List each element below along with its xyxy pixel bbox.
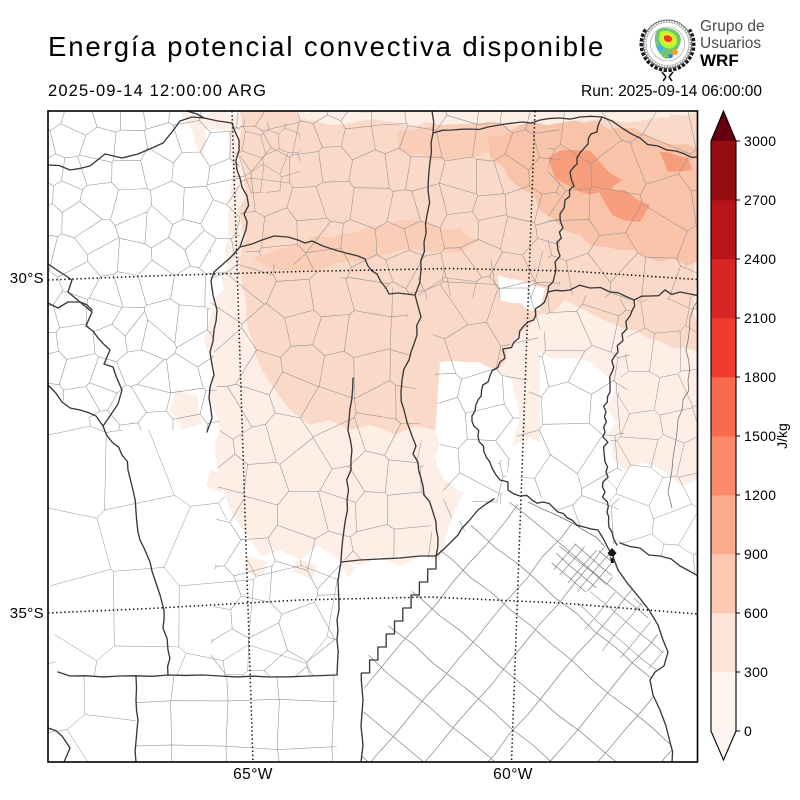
svg-text:60°W: 60°W xyxy=(493,766,533,783)
svg-text:J/kg: J/kg xyxy=(774,423,790,449)
svg-text:35°S: 35°S xyxy=(10,605,44,622)
svg-text:1500: 1500 xyxy=(744,428,776,444)
svg-text:1800: 1800 xyxy=(744,369,776,385)
svg-text:Usuarios: Usuarios xyxy=(700,35,761,52)
svg-text:3000: 3000 xyxy=(744,133,776,149)
svg-text:Grupo de: Grupo de xyxy=(700,18,765,35)
svg-text:900: 900 xyxy=(744,546,768,562)
svg-text:600: 600 xyxy=(744,605,768,621)
svg-text:30°S: 30°S xyxy=(10,270,44,287)
svg-text:2025-09-14 12:00:00 ARG: 2025-09-14 12:00:00 ARG xyxy=(48,82,267,100)
svg-text:2400: 2400 xyxy=(744,251,776,267)
svg-text:2700: 2700 xyxy=(744,192,776,208)
svg-text:65°W: 65°W xyxy=(233,766,273,783)
svg-text:300: 300 xyxy=(744,664,768,680)
svg-text:1200: 1200 xyxy=(744,487,776,503)
svg-text:0: 0 xyxy=(744,723,752,739)
svg-text:Energía potencial convectiva d: Energía potencial convectiva disponible xyxy=(48,31,605,62)
svg-text:Run: 2025-09-14 06:00:00: Run: 2025-09-14 06:00:00 xyxy=(581,83,762,100)
svg-text:2100: 2100 xyxy=(744,310,776,326)
svg-text:WRF: WRF xyxy=(700,51,739,70)
